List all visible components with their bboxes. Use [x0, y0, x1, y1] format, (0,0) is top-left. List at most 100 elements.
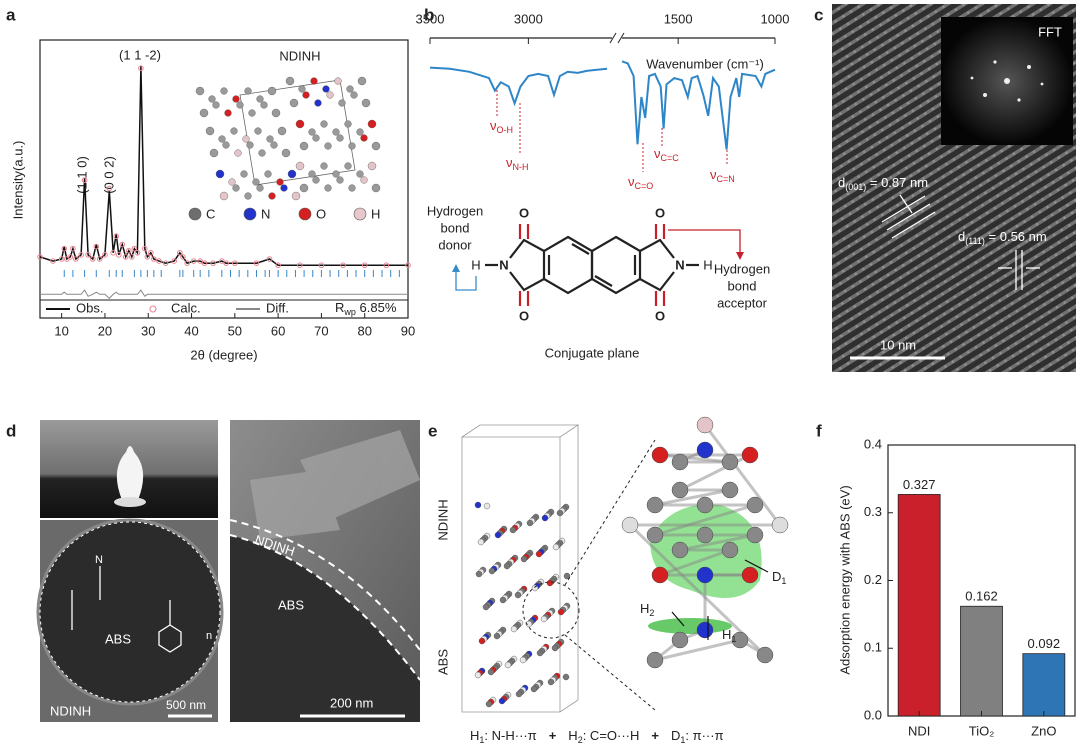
atom [320, 120, 328, 128]
panel-label: d [6, 421, 16, 440]
fit-label-sub: wp [343, 307, 356, 317]
label-sub: 2 [649, 608, 654, 618]
interaction-label: D1 [772, 569, 786, 586]
bond [679, 453, 751, 492]
d-value: = 0.87 nm [866, 175, 928, 190]
atom [646, 526, 664, 544]
bond [654, 488, 731, 507]
peak-guides [496, 86, 728, 172]
term: H [568, 728, 577, 743]
calc-point [201, 260, 208, 266]
peak-label: νO-H [490, 118, 513, 135]
flask-base [114, 497, 146, 507]
calc-point [61, 245, 68, 252]
atom [360, 134, 368, 142]
shell-boundary [229, 519, 421, 651]
atom [535, 550, 543, 558]
d: d [958, 229, 965, 244]
acceptor-line: bond [728, 278, 757, 293]
x-tick-label: 60 [271, 323, 285, 338]
y-axis-label: Adsorption energy with ABS (eV) [837, 485, 852, 674]
calc-point [219, 258, 225, 264]
peak-label: (1 1 -2) [119, 47, 161, 62]
nu-sub: O-H [497, 125, 514, 135]
series-line [39, 66, 408, 266]
atom [360, 176, 368, 184]
calc-point [162, 260, 169, 266]
atom [509, 526, 517, 534]
atom [519, 656, 527, 664]
flake [250, 470, 340, 540]
bar [960, 605, 1003, 717]
atom-O: O [519, 308, 529, 323]
x-tick-label: 70 [314, 323, 328, 338]
d-spacing: d(001) = 0.87 nm [838, 175, 928, 192]
atom [295, 161, 305, 171]
calc-point [110, 249, 116, 256]
calc-point [81, 177, 88, 184]
model-panel: NDINH ABS D1 H2 H1 H1: N-H···π + H2: C=O··… [435, 416, 789, 745]
atom [219, 191, 229, 201]
atom [324, 184, 332, 192]
peak-label: νN-H [506, 155, 529, 172]
spectrum [429, 60, 776, 150]
atom [746, 526, 764, 544]
y-tick-label: 0.4 [864, 436, 882, 451]
calc-point [67, 254, 74, 260]
atom [621, 516, 639, 534]
x-tick-label: 90 [401, 323, 415, 338]
atom [212, 101, 220, 109]
atom [475, 570, 483, 578]
calc-point [405, 262, 411, 269]
atom [322, 85, 330, 93]
ring [158, 624, 182, 653]
atom [298, 85, 306, 93]
nu-sub: C=C [661, 153, 680, 163]
y-tick-label: 0.0 [864, 707, 882, 722]
atom [224, 109, 232, 117]
atom [344, 162, 352, 170]
term-rest: : π···π [685, 728, 723, 743]
atom-O: O [655, 205, 665, 220]
atom [199, 108, 209, 118]
atom [485, 700, 493, 708]
layer-label: NDINH [435, 499, 450, 540]
atom-legend-marker [298, 207, 312, 221]
calc-point [148, 249, 154, 256]
atom [254, 127, 262, 135]
peak-label: (1 1 0) [74, 156, 89, 194]
calc-point [37, 254, 43, 260]
atom [646, 651, 664, 669]
atom [220, 87, 228, 95]
shell-label: NDINH [50, 703, 91, 718]
scale-label: 10 nm [880, 337, 916, 352]
box-side [461, 425, 579, 713]
atom [557, 608, 565, 616]
value-label: 0.162 [965, 589, 998, 604]
atom [696, 526, 714, 544]
peak-labels: νO-H νN-H νC=O νC=C νC=N [490, 118, 735, 191]
atom-legend-label: H [371, 206, 380, 221]
atom [671, 541, 689, 559]
y-tick-label: 0.1 [864, 640, 882, 655]
atom [308, 170, 316, 178]
atom [232, 95, 240, 103]
atom [540, 615, 548, 623]
arrow [671, 611, 685, 627]
term-sub: 2 [578, 735, 583, 745]
atom [498, 697, 506, 705]
term-sub: 1 [479, 735, 484, 745]
atom [256, 95, 264, 103]
label-main: H [722, 627, 731, 642]
abs-region [230, 535, 420, 722]
x-tick-label: ZnO [1031, 723, 1056, 738]
calc-point [106, 185, 113, 192]
atom [310, 77, 318, 85]
atom [215, 169, 225, 179]
panel-label: f [816, 421, 822, 440]
panel-label: e [428, 421, 437, 440]
calc-point [232, 260, 238, 266]
atom [230, 127, 238, 135]
y-tick-label: 0.3 [864, 504, 882, 519]
ndi-molecule [485, 224, 699, 306]
